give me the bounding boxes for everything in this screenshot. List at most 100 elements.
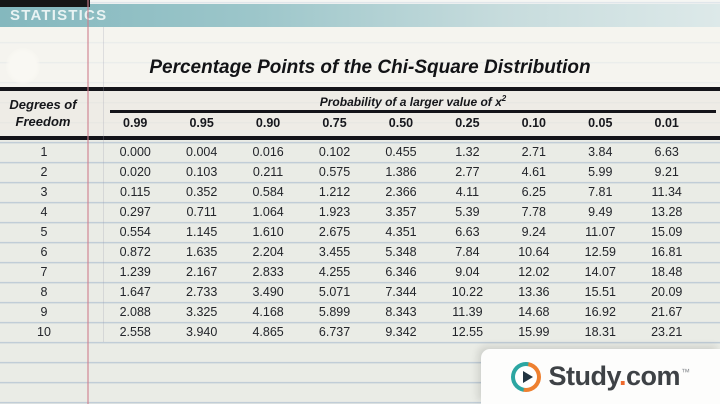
value-cell: 9.49 xyxy=(588,205,613,219)
df-cell: 10 xyxy=(37,325,51,339)
column-headers-row: 0.99 0.95 0.90 0.75 0.50 0.25 0.10 0.05 0.01 xyxy=(102,116,700,130)
table-top-rule xyxy=(0,87,720,91)
value-cell: 0.103 xyxy=(186,165,218,179)
degrees-of-freedom-header-line2: Freedom xyxy=(15,114,71,129)
df-cell: 9 xyxy=(40,305,48,319)
value-cell: 1.386 xyxy=(385,165,417,179)
table-header-band xyxy=(0,91,720,136)
table-title: Percentage Points of the Chi-Square Dist… xyxy=(149,57,591,78)
value-cell: 12.55 xyxy=(451,325,484,339)
value-cell: 3.84 xyxy=(588,145,613,159)
value-cell: 9.24 xyxy=(521,225,547,239)
value-cell: 7.84 xyxy=(455,245,480,259)
value-cell: 4.61 xyxy=(521,165,547,179)
probability-group-header: Probability of a larger value of x2 xyxy=(110,94,716,109)
value-cell: 9.04 xyxy=(455,265,480,279)
row-values: 1.239 2.167 2.833 4.255 6.346 9.04 12.02 14.07 1… xyxy=(102,265,700,279)
column-header: 0.05 xyxy=(588,116,613,130)
row-values: 2.088 3.325 4.168 5.899 8.343 11.39 14.68 16.92… xyxy=(102,305,700,319)
table-row: 10 2.558 3.940 4.865 6.737 9.342 12.55 15.99 18.… xyxy=(0,322,720,342)
value-cell: 2.167 xyxy=(186,265,218,279)
value-cell: 6.25 xyxy=(521,185,547,199)
value-cell: 13.36 xyxy=(518,285,550,299)
value-cell: 1.647 xyxy=(119,285,151,299)
value-cell: 3.490 xyxy=(252,285,284,299)
df-cell: 8 xyxy=(40,285,48,299)
value-cell: 20.09 xyxy=(651,285,683,299)
value-cell: 0.211 xyxy=(252,165,284,179)
value-cell: 1.32 xyxy=(455,145,480,159)
value-cell: 23.21 xyxy=(651,325,683,339)
value-cell: 16.81 xyxy=(651,245,683,259)
value-cell: 16.92 xyxy=(584,305,616,319)
value-cell: 2.204 xyxy=(252,245,284,259)
row-values: 0.297 0.711 1.064 1.923 3.357 5.39 7.78 9.49 13.… xyxy=(102,205,700,219)
value-cell: 3.940 xyxy=(186,325,218,339)
value-cell: 0.575 xyxy=(318,165,351,179)
value-cell: 2.675 xyxy=(318,225,351,239)
table-row: 4 0.297 0.711 1.064 1.923 3.357 5.39 7.78 9.49 13… xyxy=(0,202,720,222)
value-cell: 4.865 xyxy=(252,325,284,339)
value-cell: 3.357 xyxy=(385,205,417,219)
column-header: 0.25 xyxy=(455,116,480,130)
table-row: 3 0.115 0.352 0.584 1.212 2.366 4.11 6.25 7.81 11… xyxy=(0,182,720,202)
value-cell: 12.59 xyxy=(584,245,616,259)
value-cell: 7.81 xyxy=(588,185,613,199)
probability-group-header-text: Probability of a larger value of x xyxy=(319,95,502,109)
value-cell: 1.635 xyxy=(186,245,218,259)
value-cell: 0.352 xyxy=(186,185,218,199)
table-title-band xyxy=(0,27,720,87)
value-cell: 2.71 xyxy=(521,145,547,159)
value-cell: 4.351 xyxy=(385,225,417,239)
value-cell: 11.34 xyxy=(651,185,682,199)
value-cell: 0.584 xyxy=(252,185,284,199)
value-cell: 3.455 xyxy=(318,245,351,259)
value-cell: 7.78 xyxy=(521,205,547,219)
value-cell: 2.833 xyxy=(252,265,284,279)
value-cell: 1.064 xyxy=(252,205,284,219)
value-cell: 15.99 xyxy=(518,325,550,339)
value-cell: 4.255 xyxy=(318,265,351,279)
value-cell: 15.09 xyxy=(651,225,683,239)
table-row: 1 0.000 0.004 0.016 0.102 0.455 1.32 2.71 3.84 6.… xyxy=(0,142,720,162)
value-cell: 2.733 xyxy=(186,285,218,299)
table-row: 6 0.872 1.635 2.204 3.455 5.348 7.84 10.64 12.59… xyxy=(0,242,720,262)
value-cell: 0.004 xyxy=(186,145,218,159)
value-cell: 6.63 xyxy=(654,145,679,159)
value-cell: 5.071 xyxy=(318,285,351,299)
table-row: 5 0.554 1.145 1.610 2.675 4.351 6.63 9.24 11.07 1… xyxy=(0,222,720,242)
value-cell: 6.737 xyxy=(318,325,351,339)
value-cell: 21.67 xyxy=(651,305,683,319)
value-cell: 14.68 xyxy=(518,305,550,319)
column-header: 0.99 xyxy=(123,116,148,130)
faint-column-line xyxy=(103,27,104,342)
value-cell: 7.344 xyxy=(385,285,417,299)
value-cell: 4.168 xyxy=(252,305,284,319)
df-cell: 1 xyxy=(40,145,48,159)
table-row: 2 0.020 0.103 0.211 0.575 1.386 2.77 4.61 5.99 9.… xyxy=(0,162,720,182)
row-values: 0.020 0.103 0.211 0.575 1.386 2.77 4.61 5.99 9.2… xyxy=(102,165,700,179)
row-values: 0.554 1.145 1.610 2.675 4.351 6.63 9.24 11.07 15… xyxy=(102,225,700,239)
value-cell: 5.39 xyxy=(455,205,480,219)
trademark-symbol: ™ xyxy=(681,367,690,377)
value-cell: 0.297 xyxy=(119,205,151,219)
brand-word-study: Study xyxy=(548,361,619,391)
column-header: 0.95 xyxy=(189,116,214,130)
value-cell: 1.923 xyxy=(318,205,351,219)
row-values: 2.558 3.940 4.865 6.737 9.342 12.55 15.99 18.31… xyxy=(102,325,700,339)
notebook-margin-line xyxy=(87,0,89,404)
value-cell: 1.212 xyxy=(318,185,351,199)
value-cell: 2.088 xyxy=(119,305,151,319)
value-cell: 0.016 xyxy=(252,145,284,159)
value-cell: 13.28 xyxy=(651,205,683,219)
value-cell: 0.455 xyxy=(385,145,417,159)
value-cell: 0.102 xyxy=(318,145,351,159)
value-cell: 18.48 xyxy=(651,265,683,279)
value-cell: 1.610 xyxy=(252,225,284,239)
value-cell: 10.64 xyxy=(518,245,550,259)
row-values: 1.647 2.733 3.490 5.071 7.344 10.22 13.36 15.51… xyxy=(102,285,700,299)
brand-word-com: com xyxy=(625,361,681,391)
value-cell: 5.899 xyxy=(318,305,351,319)
